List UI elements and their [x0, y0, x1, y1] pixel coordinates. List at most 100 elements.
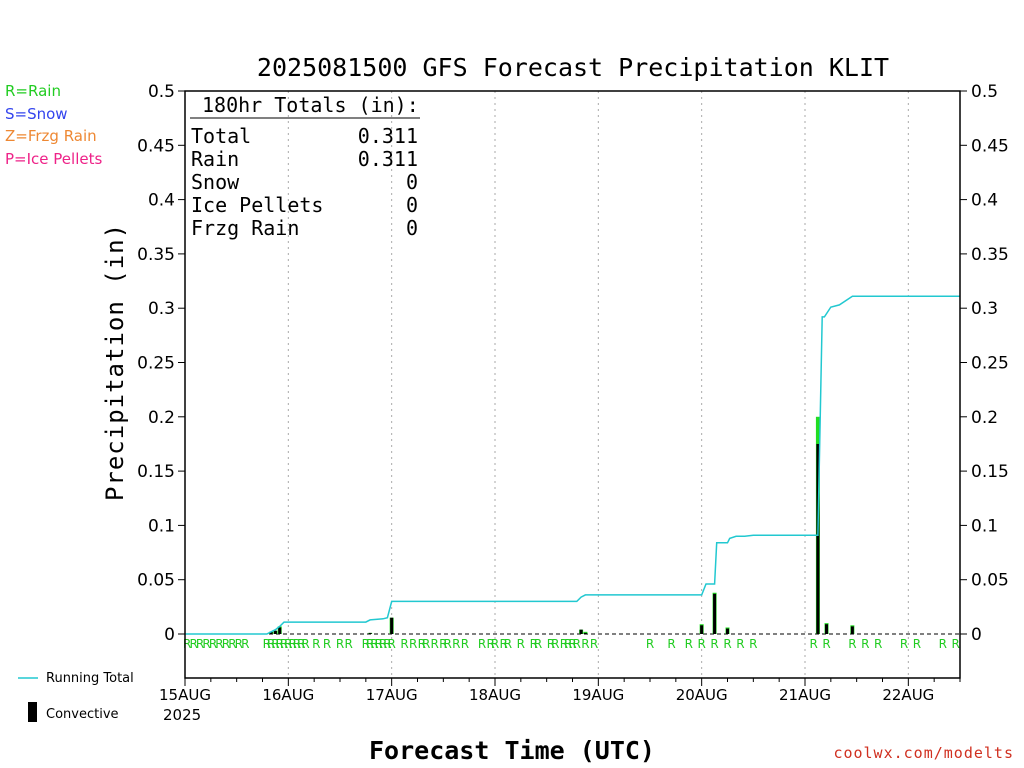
totals-box: 180hr Totals (in): Total 0.311 Rain 0.311 Sn…	[190, 93, 420, 240]
y-tick-label-left: 0.05	[137, 571, 175, 591]
plot-frame	[184, 90, 961, 679]
rain-type-marker: R	[736, 637, 744, 651]
y-tick-label-right: 0.5	[971, 82, 998, 102]
running-total-line	[185, 295, 960, 635]
rain-type-marker: R	[573, 637, 581, 651]
rain-type-marker: R	[383, 637, 391, 651]
rain-type-marker: R	[400, 637, 408, 651]
y-tick-label-right: 0.25	[971, 354, 1009, 374]
legend-snow-label: S=Snow	[5, 105, 68, 123]
rain-type-marker: R	[409, 637, 417, 651]
rain-type-marker: R	[301, 637, 309, 651]
rain-type-marker: R	[685, 637, 693, 651]
convective-bar	[273, 630, 277, 634]
rain-type-marker: R	[276, 637, 284, 651]
y-tick-label-left: 0.15	[137, 462, 175, 482]
rain-type-marker: R	[710, 637, 718, 651]
rain-type-marker: R	[491, 637, 499, 651]
convective-bar	[713, 593, 717, 634]
rain-type-marker: R	[646, 637, 654, 651]
chart-title: 2025081500 GFS Forecast Precipitation KL…	[257, 53, 889, 82]
rain-type-marker: R	[848, 637, 856, 651]
totals-row-label: Ice Pellets	[191, 193, 323, 217]
rain-type-marker: R	[534, 637, 542, 651]
rain-type-marker: R	[568, 637, 576, 651]
totals-row-label: Snow	[191, 170, 240, 194]
x-tick-label: 17AUG	[366, 686, 418, 704]
rain-type-marker: R	[547, 637, 555, 651]
rain-type-marker: R	[235, 637, 243, 651]
x-tick-label: 19AUG	[572, 686, 624, 704]
rain-type-marker: R	[362, 637, 370, 651]
convective-legend-swatch	[28, 702, 37, 722]
rain-type-marker: R	[263, 637, 271, 651]
y-tick-label-left: 0.3	[148, 299, 175, 319]
rain-type-marker: R	[189, 637, 197, 651]
x-tick-label: 18AUG	[469, 686, 521, 704]
rain-type-marker: R	[874, 637, 882, 651]
rain-type-marker: R	[284, 637, 292, 651]
convective-bar	[726, 628, 729, 634]
rain-type-marker: R	[387, 637, 395, 651]
rain-type-marker: R	[271, 637, 279, 651]
rain-type-marker: R	[581, 637, 589, 651]
rain-type-marker: R	[267, 637, 275, 651]
rain-type-marker: R	[323, 637, 331, 651]
totals-row-value: 0.311	[358, 147, 418, 171]
rain-type-marker: R	[900, 637, 908, 651]
running-total-legend-label: Running Total	[46, 671, 134, 686]
rain-type-marker: R	[280, 637, 288, 651]
rain-type-marker: R	[822, 637, 830, 651]
grid-lines	[185, 91, 960, 678]
y-tick-label-right: 0	[971, 625, 982, 645]
y-tick-label-left: 0	[164, 625, 175, 645]
y-tick-label-right: 0.4	[971, 191, 998, 211]
totals-row-label: Rain	[191, 147, 239, 171]
rain-type-marker: R	[461, 637, 469, 651]
rain-type-marker: R	[517, 637, 525, 651]
rain-type-marker: R	[431, 637, 439, 651]
rain-type-marker: R	[564, 637, 572, 651]
y-tick-label-left: 0.25	[137, 354, 175, 374]
rain-type-marker: R	[452, 637, 460, 651]
rain-type-marker: R	[336, 637, 344, 651]
rain-type-marker: R	[697, 637, 705, 651]
convective-legend-label: Convective	[46, 707, 119, 722]
convective-bar	[850, 626, 854, 634]
y-tick-label-left: 0.4	[148, 191, 175, 211]
totals-header: 180hr Totals (in):	[202, 93, 419, 117]
x-axis-label: Forecast Time (UTC)	[369, 736, 655, 765]
totals-row-value: 0	[406, 216, 418, 240]
y-axis-label: Precipitation (in)	[101, 223, 129, 501]
rain-type-marker: R	[288, 637, 296, 651]
rain-type-marker: R	[560, 637, 568, 651]
rain-type-marker: R	[422, 637, 430, 651]
convective-bar	[278, 627, 282, 634]
rain-type-marker: R	[504, 637, 512, 651]
y-tick-label-right: 0.3	[971, 299, 998, 319]
running-total-series	[185, 295, 960, 635]
legend-rain-label: R=Rain	[5, 82, 61, 100]
rain-type-marker: R	[293, 637, 301, 651]
rain-type-marker: R	[667, 637, 675, 651]
x-tick-label: 16AUG	[262, 686, 314, 704]
rain-type-marker: R	[312, 637, 320, 651]
rain-type-marker: R	[439, 637, 447, 651]
rain-type-marker: R	[952, 637, 960, 651]
rain-type-marker: R	[209, 637, 217, 651]
rain-type-marker: R	[939, 637, 947, 651]
y-tick-label-left: 0.45	[137, 136, 175, 156]
rain-type-marker: R	[379, 637, 387, 651]
totals-row-value: 0.311	[358, 124, 418, 148]
convective-bar	[825, 624, 829, 634]
totals-row-label: Total	[191, 124, 251, 148]
rain-type-marker: R	[749, 637, 757, 651]
rain-type-marker: R	[418, 637, 426, 651]
rain-type-marker: R	[530, 637, 538, 651]
totals-row-value: 0	[406, 193, 418, 217]
x-tick-label: 20AUG	[676, 686, 728, 704]
totals-row-value: 0	[406, 170, 418, 194]
y-tick-label-left: 0.5	[148, 82, 175, 102]
